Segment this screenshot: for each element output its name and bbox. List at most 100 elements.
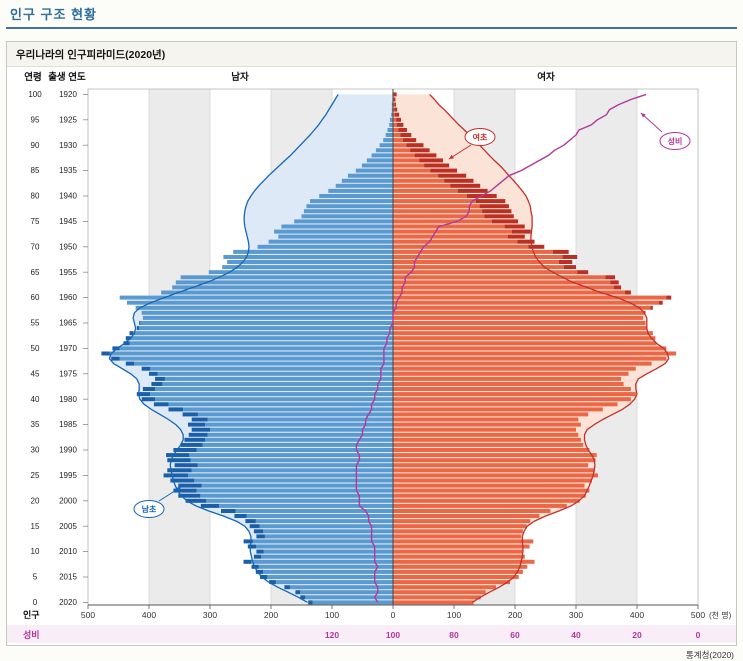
birth-year-label: 1945 [59,217,77,226]
female-bar [393,178,445,183]
age-label: 75 [31,217,40,226]
male-surplus-bar [249,524,260,529]
male-bar [189,453,393,458]
male-bar [119,346,393,351]
male-bar [194,478,393,483]
male-bar [227,260,393,264]
male-bar [150,392,393,397]
male-bar [205,422,393,427]
male-surplus-bar [167,468,192,473]
male-bar [197,463,393,468]
male-bar [188,473,393,478]
female-surplus-bar [393,97,396,102]
male-bar [208,270,393,275]
male-surplus-bar [295,590,301,595]
male-surplus-bar [191,427,210,432]
male-bar [379,143,393,148]
male-bar [306,204,393,209]
annotation-arrow [640,112,663,133]
female-bar [393,234,508,239]
birth-year-label: 1925 [59,115,77,124]
male-surplus-bar [163,473,188,478]
title-rule [6,27,737,29]
female-bar [393,346,667,351]
female-bar [393,422,581,427]
female-bar [393,432,579,437]
female-bar [393,239,518,244]
female-surplus-bar [476,199,506,204]
male-bar [263,569,393,574]
male-bar [259,524,393,529]
male-bar [335,183,393,188]
male-surplus-bar [182,412,198,417]
male-surplus-annotation-label: 남초 [142,504,157,514]
female-bar [393,224,505,229]
male-bar [110,351,393,356]
sex-ratio-line [355,93,647,603]
male-bar [196,448,393,452]
age-label: 30 [31,446,40,455]
female-bar [393,448,590,452]
male-surplus-bar [269,580,276,585]
male-surplus-bar [111,356,120,361]
male-bar [222,265,393,270]
female-surplus-bar [577,270,589,275]
male-surplus-bar [221,509,236,513]
female-bar [393,163,425,168]
female-bar [393,315,644,320]
male-header: 남자 [231,71,249,83]
female-bar [393,148,411,153]
female-bar [393,514,540,518]
male-bar [264,534,393,539]
age-label: 80 [31,192,40,201]
male-bar [391,107,393,112]
male-surplus-bar [300,595,306,600]
male-bar [268,239,393,244]
male-bar [312,600,393,605]
male-bar [246,514,393,518]
female-bar [393,463,589,468]
sex-ratio-tick-label: 120 [325,630,339,640]
male-surplus-bar [153,402,169,407]
female-bar [393,402,618,407]
male-bar [180,275,393,280]
female-bar [393,158,420,163]
male-bar [355,168,393,173]
female-surplus-bar [613,285,622,290]
chart-panel: 우리나라의 인구피라미드(2020년) 연령 출생 연도 남자 여자 100 1920 95… [6,41,737,646]
age-label: 25 [31,471,40,480]
birth-year-label: 2020 [59,598,77,607]
female-bar [393,534,522,539]
page-title: 인구 구조 현황 [10,7,97,22]
female-surplus-bar [444,178,474,183]
birth-year-label: 1975 [59,369,77,378]
female-surplus-bar [562,255,578,259]
female-surplus-bar [393,92,397,97]
female-surplus-bar [666,295,672,300]
male-bar [150,366,393,371]
female-bar [393,585,497,590]
male-bar [256,544,393,549]
female-bar [393,371,629,376]
male-surplus-bar [178,493,201,498]
female-bar [393,580,511,585]
female-bar [393,554,525,559]
birth-year-label: 1920 [59,90,77,99]
female-bar [393,265,564,270]
female-surplus-annotation-label: 여초 [473,132,488,142]
male-bar [155,397,393,402]
male-surplus-bar [184,437,206,442]
male-bar [274,229,394,234]
population-tick-label: 200 [264,610,278,620]
female-bar [393,331,653,336]
male-surplus-bar [141,397,156,402]
female-surplus-bar [406,143,424,148]
female-bar [393,519,531,524]
female-bar [393,564,528,569]
female-bar [393,488,590,493]
female-bar [393,549,523,554]
female-bar [393,285,614,290]
female-bar [393,569,523,574]
male-bar [205,437,393,442]
female-surplus-bar [398,128,407,132]
